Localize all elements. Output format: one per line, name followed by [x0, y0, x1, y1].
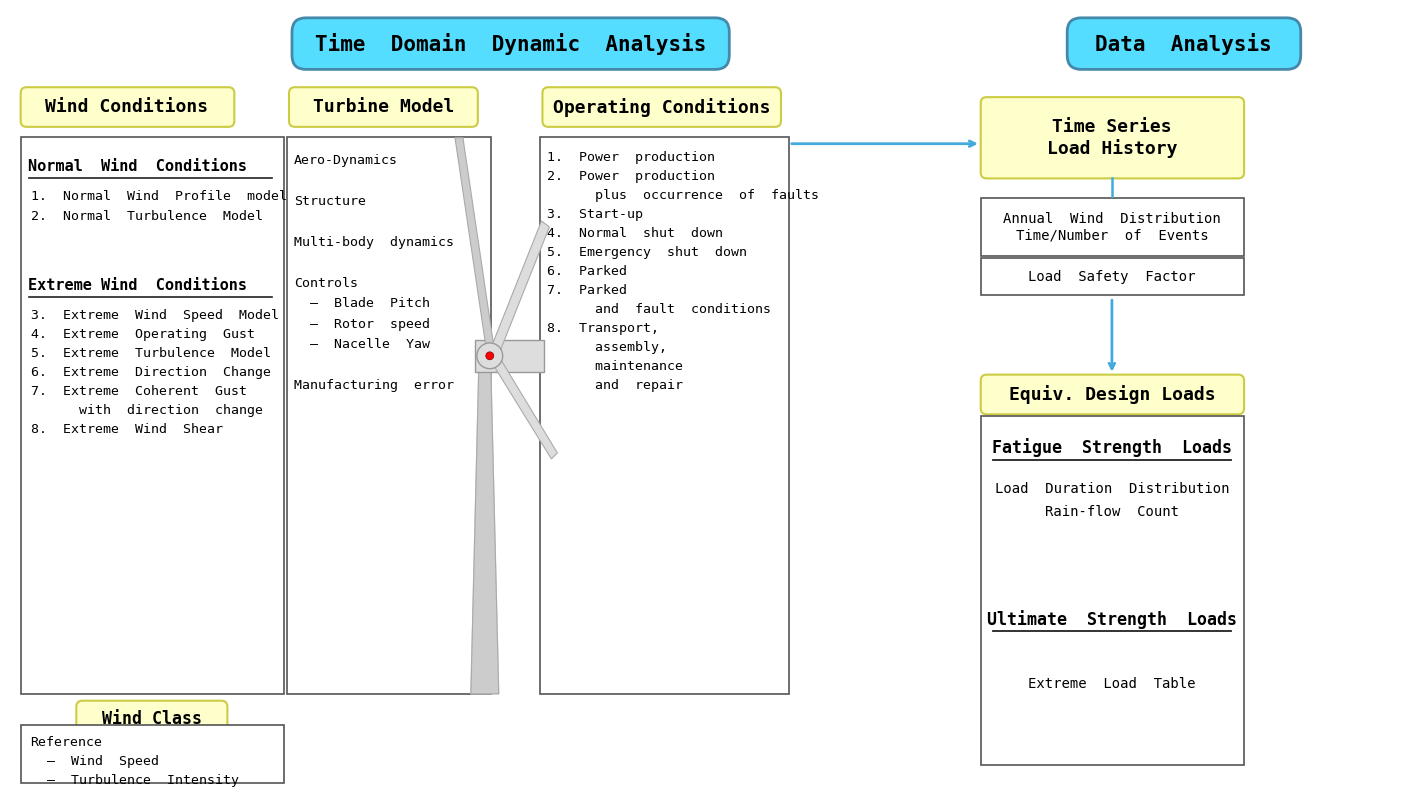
Bar: [474, 340, 544, 372]
Text: Turbine Model: Turbine Model: [312, 98, 454, 116]
Bar: [21, 137, 284, 694]
Text: Reference
  –  Wind  Speed
  –  Turbulence  Intensity: Reference – Wind Speed – Turbulence Inte…: [31, 736, 239, 787]
Bar: [981, 416, 1244, 765]
Polygon shape: [491, 221, 550, 352]
FancyBboxPatch shape: [77, 701, 227, 735]
Bar: [287, 137, 491, 694]
Text: Load  Safety  Factor: Load Safety Factor: [1028, 270, 1196, 283]
Bar: [541, 137, 790, 694]
Text: Time  Domain  Dynamic  Analysis: Time Domain Dynamic Analysis: [315, 33, 706, 54]
Text: Wind Class: Wind Class: [102, 710, 202, 727]
Text: Equiv. Design Loads: Equiv. Design Loads: [1008, 385, 1216, 404]
Circle shape: [486, 352, 494, 360]
Polygon shape: [471, 366, 498, 694]
Text: Time Series
Load History: Time Series Load History: [1047, 118, 1177, 158]
FancyBboxPatch shape: [981, 97, 1244, 178]
FancyBboxPatch shape: [21, 87, 234, 127]
Text: 1.  Normal  Wind  Profile  model
2.  Normal  Turbulence  Model: 1. Normal Wind Profile model 2. Normal T…: [31, 190, 287, 223]
FancyBboxPatch shape: [293, 18, 730, 70]
Text: Normal  Wind  Conditions: Normal Wind Conditions: [28, 159, 247, 174]
Text: Fatigue  Strength  Loads: Fatigue Strength Loads: [993, 438, 1233, 458]
Polygon shape: [494, 358, 557, 459]
Text: 1.  Power  production
2.  Power  production
      plus  occurrence  of  faults
3: 1. Power production 2. Power production …: [548, 150, 819, 392]
Bar: [21, 726, 284, 783]
FancyBboxPatch shape: [542, 87, 781, 127]
Bar: [981, 198, 1244, 256]
FancyBboxPatch shape: [1068, 18, 1301, 70]
Text: Operating Conditions: Operating Conditions: [552, 98, 771, 117]
FancyBboxPatch shape: [981, 374, 1244, 414]
Text: Wind Conditions: Wind Conditions: [45, 98, 209, 116]
Text: Extreme  Load  Table: Extreme Load Table: [1028, 677, 1196, 691]
Text: Annual  Wind  Distribution
Time/Number  of  Events: Annual Wind Distribution Time/Number of …: [1003, 212, 1221, 242]
Text: 3.  Extreme  Wind  Speed  Model
4.  Extreme  Operating  Gust
5.  Extreme  Turbul: 3. Extreme Wind Speed Model 4. Extreme O…: [31, 310, 278, 436]
Circle shape: [477, 343, 503, 369]
Text: Data  Analysis: Data Analysis: [1095, 33, 1272, 54]
Bar: [981, 258, 1244, 295]
Text: Aero-Dynamics

Structure

Multi-body  dynamics

Controls
  –  Blade  Pitch
  –  : Aero-Dynamics Structure Multi-body dynam…: [294, 154, 454, 392]
Text: Ultimate  Strength  Loads: Ultimate Strength Loads: [987, 610, 1237, 629]
Text: Load  Duration  Distribution
Rain-flow  Count: Load Duration Distribution Rain-flow Cou…: [994, 482, 1230, 519]
Polygon shape: [454, 138, 494, 346]
FancyBboxPatch shape: [290, 87, 479, 127]
Text: Extreme Wind  Conditions: Extreme Wind Conditions: [28, 278, 247, 293]
